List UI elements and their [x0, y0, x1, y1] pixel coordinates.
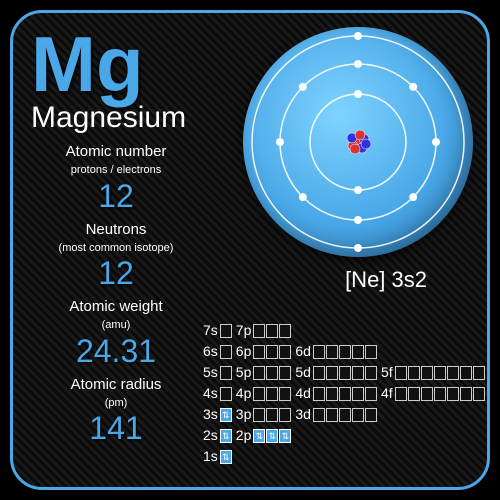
prop-value: 12	[31, 255, 201, 292]
subshell: 2p⇅⇅⇅	[236, 425, 292, 446]
orbital-row: 3s⇅3p3d	[203, 404, 485, 425]
subshell: 4s	[203, 383, 232, 404]
subshell: 3p	[236, 404, 292, 425]
electron-config: [Ne] 3s2	[345, 267, 427, 293]
prop-label: Atomic numberprotons / electrons	[31, 143, 201, 178]
atom-diagram	[243, 27, 473, 257]
orbital-row: 5s5p5d5f	[203, 362, 485, 383]
subshell: 3s⇅	[203, 404, 232, 425]
orbital-row: 7s7p	[203, 320, 485, 341]
subshell: 7p	[236, 320, 292, 341]
subshell: 7s	[203, 320, 232, 341]
subshell: 4p	[236, 383, 292, 404]
subshell: 3d	[295, 404, 377, 425]
orbital-row: 4s4p4d4f	[203, 383, 485, 404]
prop-value: 141	[31, 410, 201, 447]
properties-panel: Atomic numberprotons / electrons12Neutro…	[31, 143, 201, 447]
subshell: 5d	[295, 362, 377, 383]
prop-label: Neutrons(most common isotope)	[31, 221, 201, 256]
subshell: 5s	[203, 362, 232, 383]
subshell: 6p	[236, 341, 292, 362]
subshell: 5f	[381, 362, 485, 383]
element-card: Mg Magnesium [Ne] 3s2 Atomic numberproto…	[10, 10, 490, 490]
subshell: 6d	[295, 341, 377, 362]
subshell: 2s⇅	[203, 425, 232, 446]
subshell: 4f	[381, 383, 485, 404]
orbital-row: 2s⇅2p⇅⇅⇅	[203, 425, 485, 446]
orbital-diagram: 7s7p6s6p6d5s5p5d5f4s4p4d4f3s⇅3p3d2s⇅2p⇅⇅…	[203, 320, 485, 467]
subshell: 4d	[295, 383, 377, 404]
orbital-row: 6s6p6d	[203, 341, 485, 362]
atom-orbits-svg	[243, 27, 473, 257]
prop-label: Atomic radius(pm)	[31, 376, 201, 411]
prop-label: Atomic weight(amu)	[31, 298, 201, 333]
subshell: 5p	[236, 362, 292, 383]
subshell: 1s⇅	[203, 446, 232, 467]
subshell: 6s	[203, 341, 232, 362]
orbital-row: 1s⇅	[203, 446, 485, 467]
prop-value: 24.31	[31, 333, 201, 370]
prop-value: 12	[31, 178, 201, 215]
